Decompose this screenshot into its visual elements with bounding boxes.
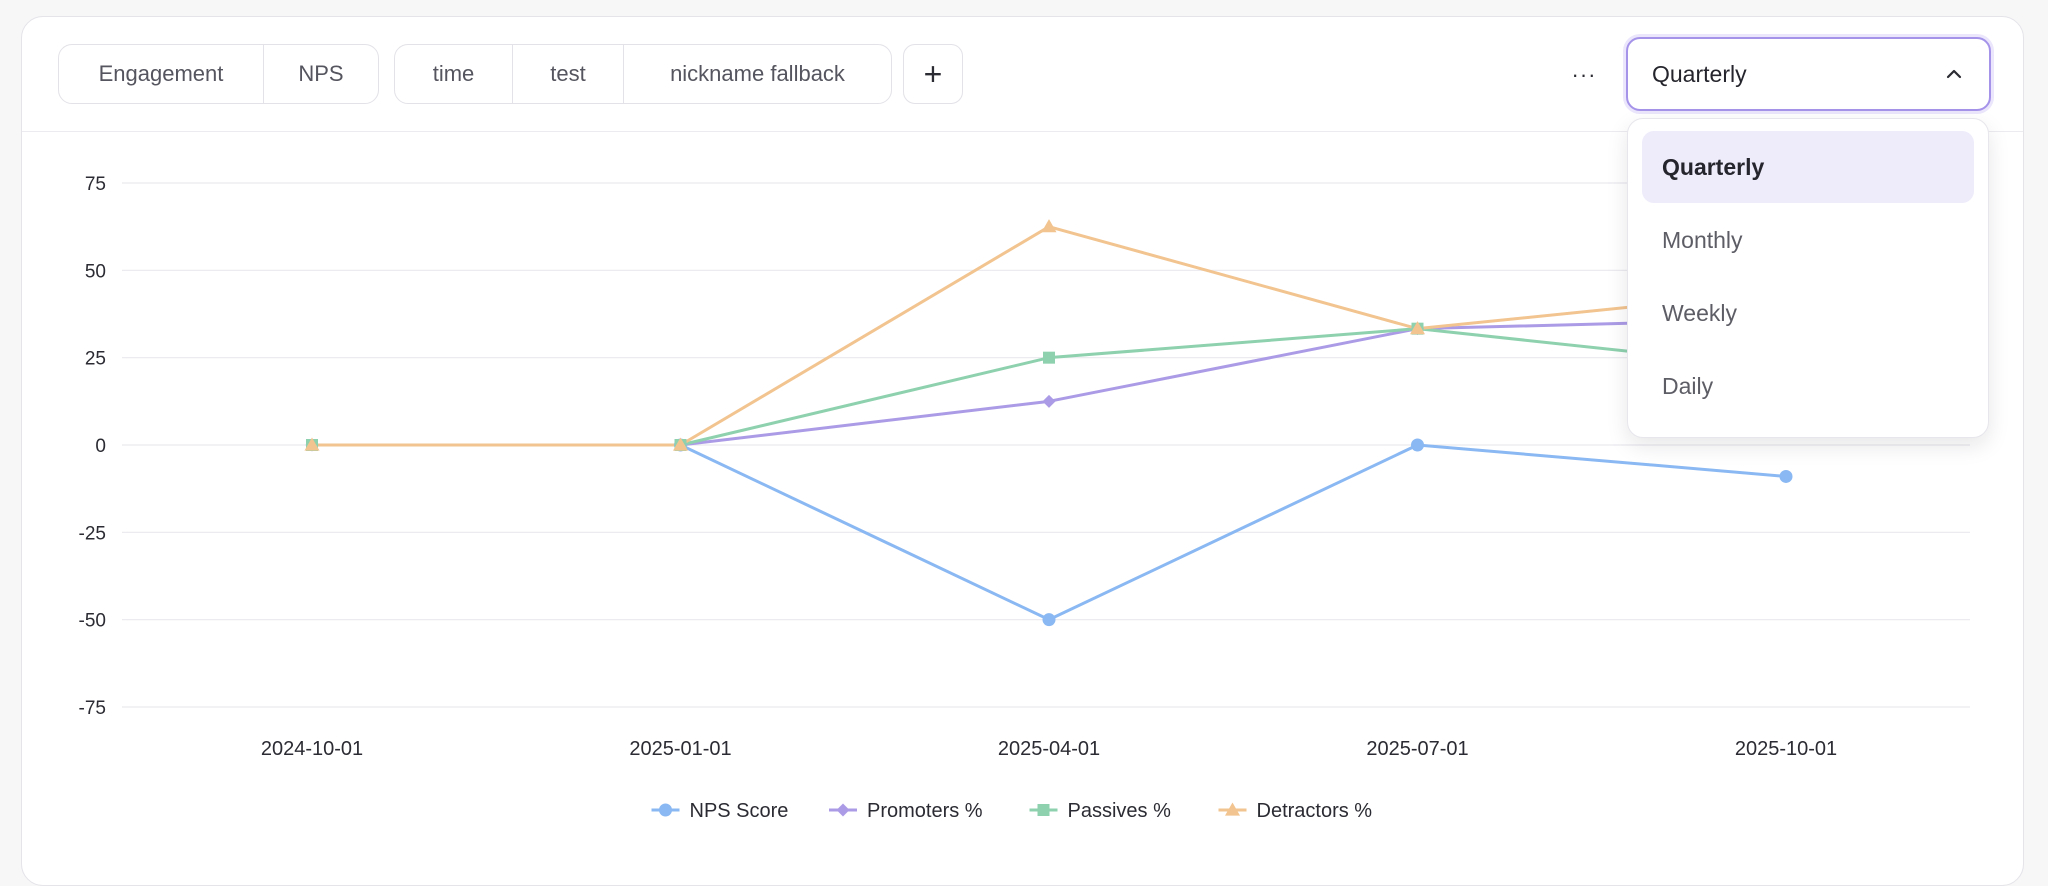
tab-nps[interactable]: NPS bbox=[298, 61, 344, 86]
series-line-detractors bbox=[312, 225, 1787, 447]
ellipsis-icon: ··· bbox=[1571, 62, 1597, 87]
series-line-nps-score bbox=[679, 443, 1787, 622]
legend-marker-passives bbox=[1037, 804, 1050, 816]
data-point-detractors bbox=[1410, 321, 1425, 335]
tab-engagement[interactable]: Engagement bbox=[59, 45, 264, 103]
data-point-detractors bbox=[304, 437, 320, 451]
tab-nickname-fallback[interactable]: nickname fallback bbox=[670, 61, 845, 86]
legend-marker-promoters bbox=[836, 803, 850, 817]
legend-label-passives: Passives % bbox=[1068, 800, 1172, 822]
x-tick-label: 2025-01-01 bbox=[629, 738, 731, 760]
legend-label-promoters: Promoters % bbox=[867, 800, 983, 822]
x-tick-label: 2025-10-01 bbox=[1735, 738, 1837, 760]
tab-time[interactable]: time bbox=[395, 45, 513, 103]
legend-label-detractors: Detractors % bbox=[1257, 800, 1373, 822]
period-select-value: Quarterly bbox=[1652, 60, 1747, 87]
data-point-detractors bbox=[1041, 219, 1057, 233]
y-tick-label: 25 bbox=[85, 349, 106, 370]
period-select[interactable]: Quarterly bbox=[1626, 37, 1991, 111]
data-point-passives bbox=[1043, 351, 1055, 364]
chevron-up-icon bbox=[1946, 69, 1962, 79]
x-tick-label: 2024-10-01 bbox=[261, 738, 363, 760]
group-by-segmented-control: time test nickname fallback bbox=[394, 44, 892, 104]
data-point-nps-score bbox=[1042, 613, 1056, 627]
data-point-nps-score bbox=[1411, 438, 1424, 452]
nps-line-chart: 75 50 25 0 -25 -50 -75 2024-10-01 2025-01-01 2025… bbox=[79, 174, 1970, 822]
plus-icon: + bbox=[923, 55, 943, 92]
y-tick-label: -25 bbox=[79, 523, 106, 544]
y-tick-label: 75 bbox=[85, 174, 106, 195]
more-options-button[interactable]: ··· bbox=[1563, 55, 1605, 95]
card-header: Engagement NPS time test nickname fallba… bbox=[22, 17, 2023, 132]
period-dropdown-menu: Quarterly Monthly Weekly Daily bbox=[1627, 118, 1989, 438]
y-tick-label: 0 bbox=[95, 436, 106, 457]
x-tick-label: 2025-07-01 bbox=[1366, 738, 1468, 760]
series-line-passives bbox=[312, 327, 1787, 447]
data-point-promoters bbox=[1042, 394, 1056, 408]
data-point-detractors bbox=[673, 437, 688, 451]
series-line-promoters bbox=[312, 317, 1787, 447]
legend-label-nps-score: NPS Score bbox=[690, 800, 789, 822]
add-group-button[interactable]: + bbox=[903, 44, 963, 104]
period-option-monthly[interactable]: Monthly bbox=[1662, 226, 1743, 253]
legend-marker-detractors bbox=[1225, 802, 1240, 816]
tab-test[interactable]: test bbox=[513, 45, 624, 103]
x-tick-label: 2025-04-01 bbox=[998, 738, 1100, 760]
period-option-daily[interactable]: Daily bbox=[1662, 372, 1714, 399]
period-option-quarterly[interactable]: Quarterly bbox=[1642, 131, 1974, 203]
y-tick-label: -50 bbox=[79, 611, 106, 632]
data-point-nps-score bbox=[1779, 469, 1793, 483]
y-tick-label: 50 bbox=[85, 261, 106, 282]
period-option-weekly[interactable]: Weekly bbox=[1662, 299, 1737, 326]
legend-marker-nps-score bbox=[659, 803, 672, 817]
y-tick-label: -75 bbox=[79, 698, 106, 719]
report-type-segmented-control: Engagement NPS bbox=[58, 44, 379, 104]
